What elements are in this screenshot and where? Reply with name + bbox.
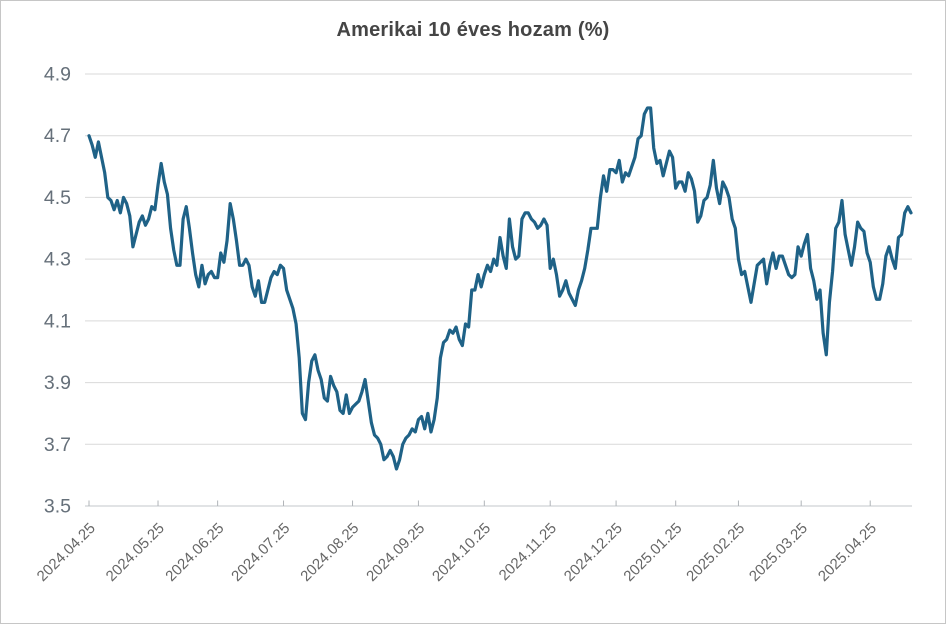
x-axis-tick-label: 2025.03.25 <box>746 520 811 585</box>
x-axis-tick-label: 2024.04.25 <box>34 520 99 585</box>
x-axis-tick-label: 2024.10.25 <box>429 520 494 585</box>
x-axis-tick-label: 2024.11.25 <box>496 520 560 584</box>
x-axis-tick-label: 2024.12.25 <box>561 520 626 585</box>
x-axis-tick-label: 2024.09.25 <box>363 520 428 585</box>
x-axis-tick-label: 2025.01.25 <box>620 520 685 585</box>
x-axis-tick-label: 2024.06.25 <box>162 520 227 585</box>
x-axis-tick-label: 2024.08.25 <box>297 520 362 585</box>
x-axis-tick-label: 2025.04.25 <box>815 520 880 585</box>
y-axis-tick-label: 3.7 <box>44 434 71 456</box>
y-axis-tick-label: 4.9 <box>44 64 71 86</box>
y-axis-tick-label: 3.5 <box>44 496 71 518</box>
y-axis-tick-label: 4.3 <box>44 249 71 271</box>
y-axis-tick-label: 3.9 <box>44 372 71 394</box>
y-axis-tick-label: 4.7 <box>44 125 71 147</box>
chart-title: Amerikai 10 éves hozam (%) <box>336 19 610 41</box>
yield-line-series <box>87 106 913 471</box>
x-axis-tick-label: 2024.05.25 <box>103 520 168 585</box>
x-axis-tick-label: 2025.02.25 <box>683 520 748 585</box>
y-axis-tick-label: 4.1 <box>44 310 71 332</box>
x-axis-tick-label: 2024.07.25 <box>228 520 293 585</box>
y-axis-tick-label: 4.5 <box>44 187 71 209</box>
